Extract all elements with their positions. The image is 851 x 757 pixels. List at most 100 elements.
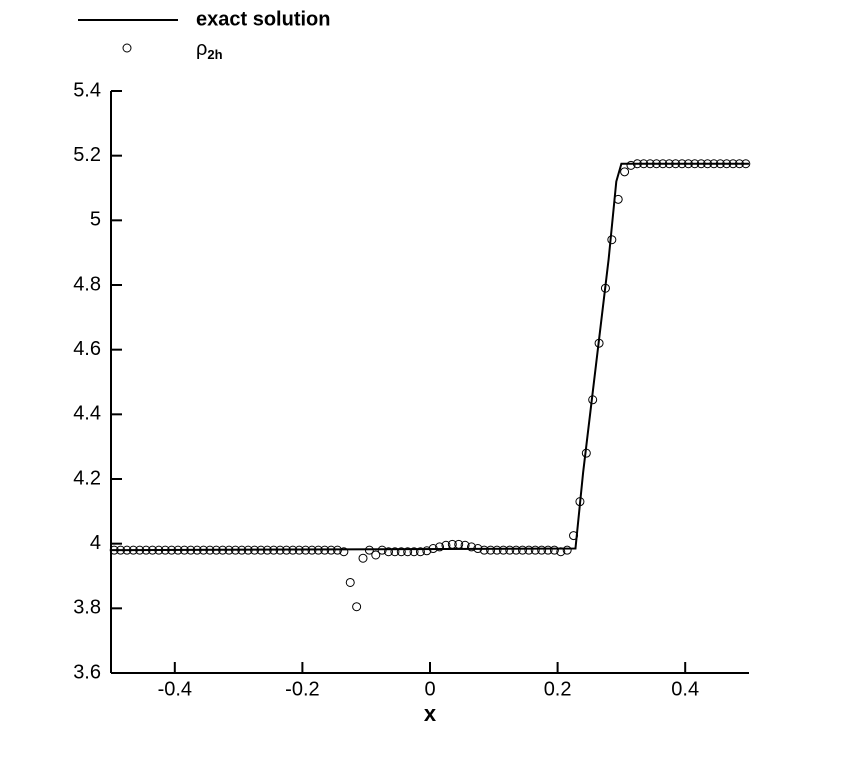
marker [205,545,215,555]
marker [269,545,279,555]
marker [581,448,591,458]
marker [741,159,751,169]
marker [671,159,681,169]
x-tick-label: 0.2 [544,678,572,700]
marker [403,547,413,557]
marker [301,545,311,555]
marker [384,547,394,557]
marker [281,545,291,555]
marker [511,545,521,555]
marker [492,545,502,555]
marker [683,159,693,169]
marker [262,545,272,555]
marker [224,545,234,555]
x-tick-label: -0.2 [285,678,319,700]
marker [549,545,559,555]
marker [154,545,164,555]
marker [505,545,515,555]
marker [109,545,119,555]
y-tick-label: 3.6 [73,661,101,683]
marker [339,547,349,557]
legend-label: ρ2h [196,38,223,62]
marker [626,160,636,170]
marker [588,395,598,405]
marker [575,497,585,507]
y-tick-label: 5.2 [73,144,101,166]
marker [326,545,336,555]
marker [237,545,247,555]
marker [594,338,604,348]
marker [441,540,451,550]
marker [722,159,732,169]
marker [147,545,157,555]
marker [428,544,438,554]
marker [479,545,489,555]
marker [275,545,285,555]
marker [543,545,553,555]
marker [690,159,700,169]
y-tick-label: 4.2 [73,467,101,489]
marker [371,550,381,560]
marker [116,545,126,555]
marker [250,545,260,555]
marker [179,545,189,555]
marker [632,159,642,169]
marker [607,235,617,245]
marker [256,545,266,555]
marker [677,159,687,169]
legend-label-main: ρ [196,38,207,60]
legend-marker [122,43,132,53]
marker [696,159,706,169]
marker [186,545,196,555]
marker [709,159,719,169]
marker [167,545,177,555]
marker [454,539,464,549]
marker [173,545,183,555]
marker [122,545,132,555]
marker [473,544,483,554]
marker [135,545,145,555]
marker [600,283,610,293]
legend-label-sub: 2h [207,47,222,62]
marker [422,546,432,556]
y-tick-label: 4.8 [73,273,101,295]
marker [320,545,330,555]
marker [703,159,713,169]
exact-line [110,162,749,552]
marker [409,547,419,557]
marker [486,545,496,555]
marker [288,545,298,555]
marker [358,553,368,563]
marker [447,539,457,549]
x-tick-label: -0.4 [158,678,192,700]
marker [192,545,202,555]
marker [352,602,362,612]
marker [141,545,151,555]
marker [518,545,528,555]
marker [524,545,534,555]
legend-label: exact solution [196,8,330,30]
marker [230,545,240,555]
marker [415,547,425,557]
marker [396,547,406,557]
marker [390,547,400,557]
marker [639,159,649,169]
x-tick-label: 0.4 [671,678,699,700]
marker [613,194,623,204]
marker [734,159,744,169]
marker [645,159,655,169]
marker [345,577,355,587]
marker [218,545,228,555]
y-tick-label: 4 [90,532,101,554]
x-tick-label: 0 [424,678,435,700]
marker [556,547,566,557]
marker [620,167,630,177]
marker [199,545,209,555]
marker [651,159,661,169]
marker [435,542,445,552]
marker [537,545,547,555]
marker [160,545,170,555]
marker [569,531,579,541]
marker [728,159,738,169]
